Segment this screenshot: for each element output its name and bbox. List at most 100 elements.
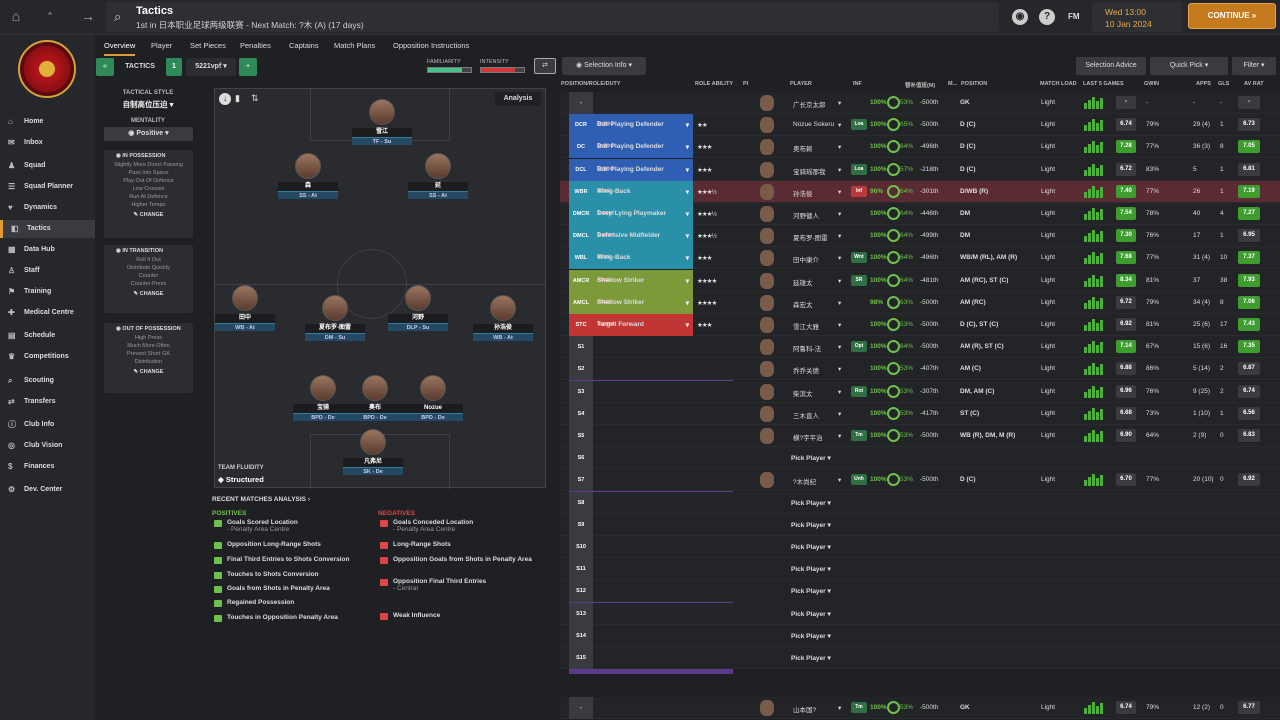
player-name[interactable]: 夏布罗-图雷: [793, 235, 828, 243]
player-name[interactable]: 河野健人: [793, 213, 819, 220]
player-dropdown-icon[interactable]: ▾: [838, 211, 842, 218]
player-name[interactable]: Nozue Sokeru: [793, 121, 835, 129]
sidebar-item-inbox[interactable]: ✉ Inbox: [0, 134, 95, 152]
table-row[interactable]: DC Ball Playing Defender Defend ▾ ★★★ 奥布赖 ▾ 100…: [560, 136, 1280, 159]
player-name[interactable]: 横?宇平治: [793, 435, 823, 442]
sidebar-item-competitions[interactable]: ♛ Competitions: [0, 348, 95, 366]
pitch-player[interactable]: 河野 DLP - Su: [388, 285, 448, 331]
phase-change-button[interactable]: ✎ CHANGE: [133, 212, 164, 218]
tab-captains[interactable]: Captains: [289, 41, 319, 50]
player-dropdown-icon[interactable]: ▾: [838, 344, 842, 352]
pitch-player[interactable]: 奥布 BPD - De: [345, 375, 405, 421]
player-name[interactable]: Pick Player ▾: [791, 544, 831, 551]
role-dropdown-icon[interactable]: ▾: [685, 144, 689, 152]
position-cell[interactable]: DMCR: [569, 203, 593, 225]
position-cell[interactable]: S7: [569, 469, 593, 492]
column-header[interactable]: M...: [948, 81, 958, 87]
sidebar-item-scouting[interactable]: ⌕ Scouting: [0, 372, 95, 390]
position-cell[interactable]: S5: [569, 425, 593, 447]
sidebar-item-squad-planner[interactable]: ☰ Squad Planner: [0, 178, 95, 196]
player-name[interactable]: 三木直人: [793, 412, 819, 420]
table-row[interactable]: S3 柴滨太 ▾ Rot 100% 53% -307th DM, AM (C) Light 6.9…: [560, 380, 1280, 403]
position-cell[interactable]: WBL: [569, 247, 593, 270]
world-icon[interactable]: ◉: [1012, 9, 1028, 25]
position-cell[interactable]: WBR: [569, 180, 593, 203]
pitch-player[interactable]: 孙浩俊 WB - At: [473, 295, 533, 341]
column-header[interactable]: GWIN: [1144, 81, 1159, 87]
chevron-up-down-icon[interactable]: ⌃: [46, 11, 54, 21]
download-icon[interactable]: ↓: [219, 93, 231, 105]
table-row[interactable]: DCR Ball Playing Defender Defend ▾ ★★ Nozue S…: [560, 114, 1280, 137]
role-dropdown-icon[interactable]: ▾: [685, 299, 689, 307]
position-cell[interactable]: STC: [569, 314, 593, 336]
player-name[interactable]: 柴滨太: [793, 390, 813, 398]
pitch-player[interactable]: 雪江 TF - Su: [352, 99, 412, 145]
role-dropdown-icon[interactable]: ▾: [685, 233, 689, 241]
role-cell[interactable]: Ball Playing Defender Defend ▾: [593, 158, 693, 181]
role-dropdown-icon[interactable]: ▾: [685, 211, 689, 218]
player-name[interactable]: 广长京太郎: [793, 102, 826, 109]
selection-advice-button[interactable]: Selection Advice: [1076, 57, 1146, 75]
pitch-player[interactable]: 凡弗尼 SK - De: [343, 429, 403, 475]
player-name[interactable]: 奥布赖: [793, 146, 813, 154]
add-tactic-button[interactable]: +: [239, 58, 257, 76]
player-dropdown-icon[interactable]: ▾: [838, 705, 842, 712]
player-name[interactable]: 田中康介: [793, 257, 819, 265]
pitch-player[interactable]: 夏布罗-图雷 DM - Su: [305, 295, 365, 341]
sidebar-item-home[interactable]: ⌂ Home: [0, 113, 95, 131]
player-dropdown-icon[interactable]: ▾: [838, 388, 842, 396]
pitch-player-role[interactable]: BPD - De: [345, 413, 405, 421]
table-row[interactable]: - 广长京太郎 ▾ 100% 53% -500th GK Light - - - - -: [560, 92, 1280, 114]
player-name[interactable]: Pick Player ▾: [791, 455, 831, 463]
table-row[interactable]: S9 Pick Player ▾: [560, 513, 1280, 536]
analysis-button[interactable]: Analysis: [495, 92, 541, 106]
table-row[interactable]: S13 Pick Player ▾: [560, 602, 1280, 625]
player-name[interactable]: 森宏太: [793, 301, 813, 309]
position-cell[interactable]: S9: [569, 513, 593, 536]
sidebar-item-medical-centre[interactable]: ✚ Medical Centre: [0, 304, 95, 322]
continue-button[interactable]: CONTINUE »: [1188, 3, 1276, 29]
player-dropdown-icon[interactable]: ▾: [838, 366, 842, 374]
sidebar-item-finances[interactable]: $ Finances: [0, 458, 95, 476]
pitch-player[interactable]: 田中 WB - At: [215, 285, 275, 331]
player-dropdown-icon[interactable]: ▾: [838, 433, 842, 440]
role-dropdown-icon[interactable]: ▾: [685, 122, 689, 130]
sidebar-item-staff[interactable]: ♙ Staff: [0, 262, 95, 280]
player-name[interactable]: Pick Player ▾: [791, 610, 831, 618]
pitch-player-role[interactable]: BPD - De: [293, 413, 353, 421]
player-name[interactable]: 山本国?: [793, 707, 817, 714]
position-cell[interactable]: S14: [569, 624, 593, 647]
tab-match-plans[interactable]: Match Plans: [334, 41, 376, 50]
position-cell[interactable]: DMCL: [569, 225, 593, 248]
fm-menu[interactable]: FM: [1068, 12, 1080, 21]
table-row[interactable]: S11 Pick Player ▾: [560, 558, 1280, 581]
title-box[interactable]: ⌕ Tactics 1st in 日本职业足球两级联赛 - Next Match…: [106, 2, 999, 32]
phase-change-button[interactable]: ✎ CHANGE: [133, 291, 164, 297]
role-dropdown-icon[interactable]: ▾: [685, 188, 689, 196]
column-header[interactable]: 替补值班(M): [905, 83, 936, 89]
date-box[interactable]: Wed 13:00 10 Jan 2024: [1092, 2, 1182, 32]
tab-penalties[interactable]: Penalties: [240, 41, 271, 50]
tab-opposition-instructions[interactable]: Opposition Instructions: [393, 41, 470, 50]
column-header[interactable]: POSITION/ROLE/DUTY: [561, 81, 621, 87]
table-row[interactable]: S7 ?木尚纪 ▾ Unh 100% 53% -500th D (C) Light 6.70 77%…: [560, 469, 1280, 492]
phase-change-button[interactable]: ✎ CHANGE: [133, 369, 164, 375]
formation-dropdown[interactable]: 5221vpf ▾: [186, 58, 236, 76]
player-name[interactable]: 孙浩俊: [793, 190, 813, 198]
player-dropdown-icon[interactable]: ▾: [838, 166, 842, 174]
role-cell[interactable]: Ball Playing Defender Defend ▾: [593, 114, 693, 137]
selection-info-dropdown[interactable]: ◉ Selection Info ▾: [562, 57, 646, 75]
pitch-player[interactable]: 宝骑 BPD - De: [293, 375, 353, 421]
forward-arrow-icon[interactable]: →: [81, 8, 95, 24]
player-name[interactable]: Pick Player ▾: [791, 499, 831, 507]
player-name[interactable]: Pick Player ▾: [791, 521, 831, 529]
table-row[interactable]: STC Target Forward Support ▾ ★★★ 雪江大雅 ▾ 100% 53%…: [560, 314, 1280, 336]
role-cell[interactable]: Target Forward Support ▾: [593, 314, 693, 336]
position-cell[interactable]: S10: [569, 536, 593, 558]
position-cell[interactable]: DC: [569, 136, 593, 159]
player-dropdown-icon[interactable]: ▾: [838, 410, 842, 418]
sidebar-item-data-hub[interactable]: ▦ Data Hub: [0, 241, 95, 259]
position-cell[interactable]: DCR: [569, 114, 593, 137]
table-row[interactable]: S14 Pick Player ▾: [560, 624, 1280, 647]
table-row[interactable]: DMCL Defensive Midfielder Support ▾ ★★★½ 夏布罗-…: [560, 225, 1280, 248]
